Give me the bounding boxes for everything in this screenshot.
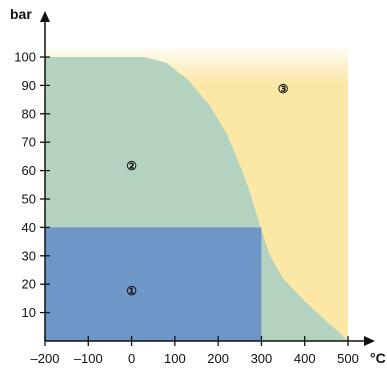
y-tick-label: 100 [14, 50, 36, 65]
x-tick-label: –200 [31, 351, 60, 366]
y-tick-label: 90 [22, 78, 36, 93]
axes-layer: 10 20 30 40 50 60 70 80 90 100 –200 –100 0 100 200 300 4… [10, 6, 386, 366]
y-tick-label: 20 [22, 277, 36, 292]
x-axis-arrow-icon [364, 336, 375, 346]
region-2-label: ② [126, 159, 137, 173]
y-tick-label: 50 [22, 192, 36, 207]
y-tick-label: 80 [22, 106, 36, 121]
x-axis-title: °C [370, 350, 386, 366]
region-3-label: ① [126, 284, 137, 298]
svg-text:②: ② [126, 159, 137, 173]
region-1-label: ③ [278, 82, 289, 96]
x-tick-label: 100 [164, 351, 186, 366]
y-tick-label: 10 [22, 305, 36, 320]
y-axis-arrow-icon [40, 11, 50, 22]
x-tick-label: 300 [251, 351, 273, 366]
region-3-area [45, 227, 262, 341]
regions-layer [45, 48, 348, 341]
y-tick-label: 60 [22, 163, 36, 178]
x-tick-label: –100 [74, 351, 103, 366]
x-tick-label: 200 [207, 351, 229, 366]
y-tick-label: 70 [22, 135, 36, 150]
x-tick-label: 0 [128, 351, 135, 366]
svg-text:①: ① [126, 284, 137, 298]
y-tick-label: 40 [22, 220, 36, 235]
y-tick-label: 30 [22, 248, 36, 263]
x-tick-label: 500 [337, 351, 359, 366]
x-tick-label: 400 [294, 351, 316, 366]
y-axis-title: bar [10, 6, 32, 22]
labels-layer: ③ ② ① [126, 82, 289, 298]
svg-text:③: ③ [278, 82, 289, 96]
